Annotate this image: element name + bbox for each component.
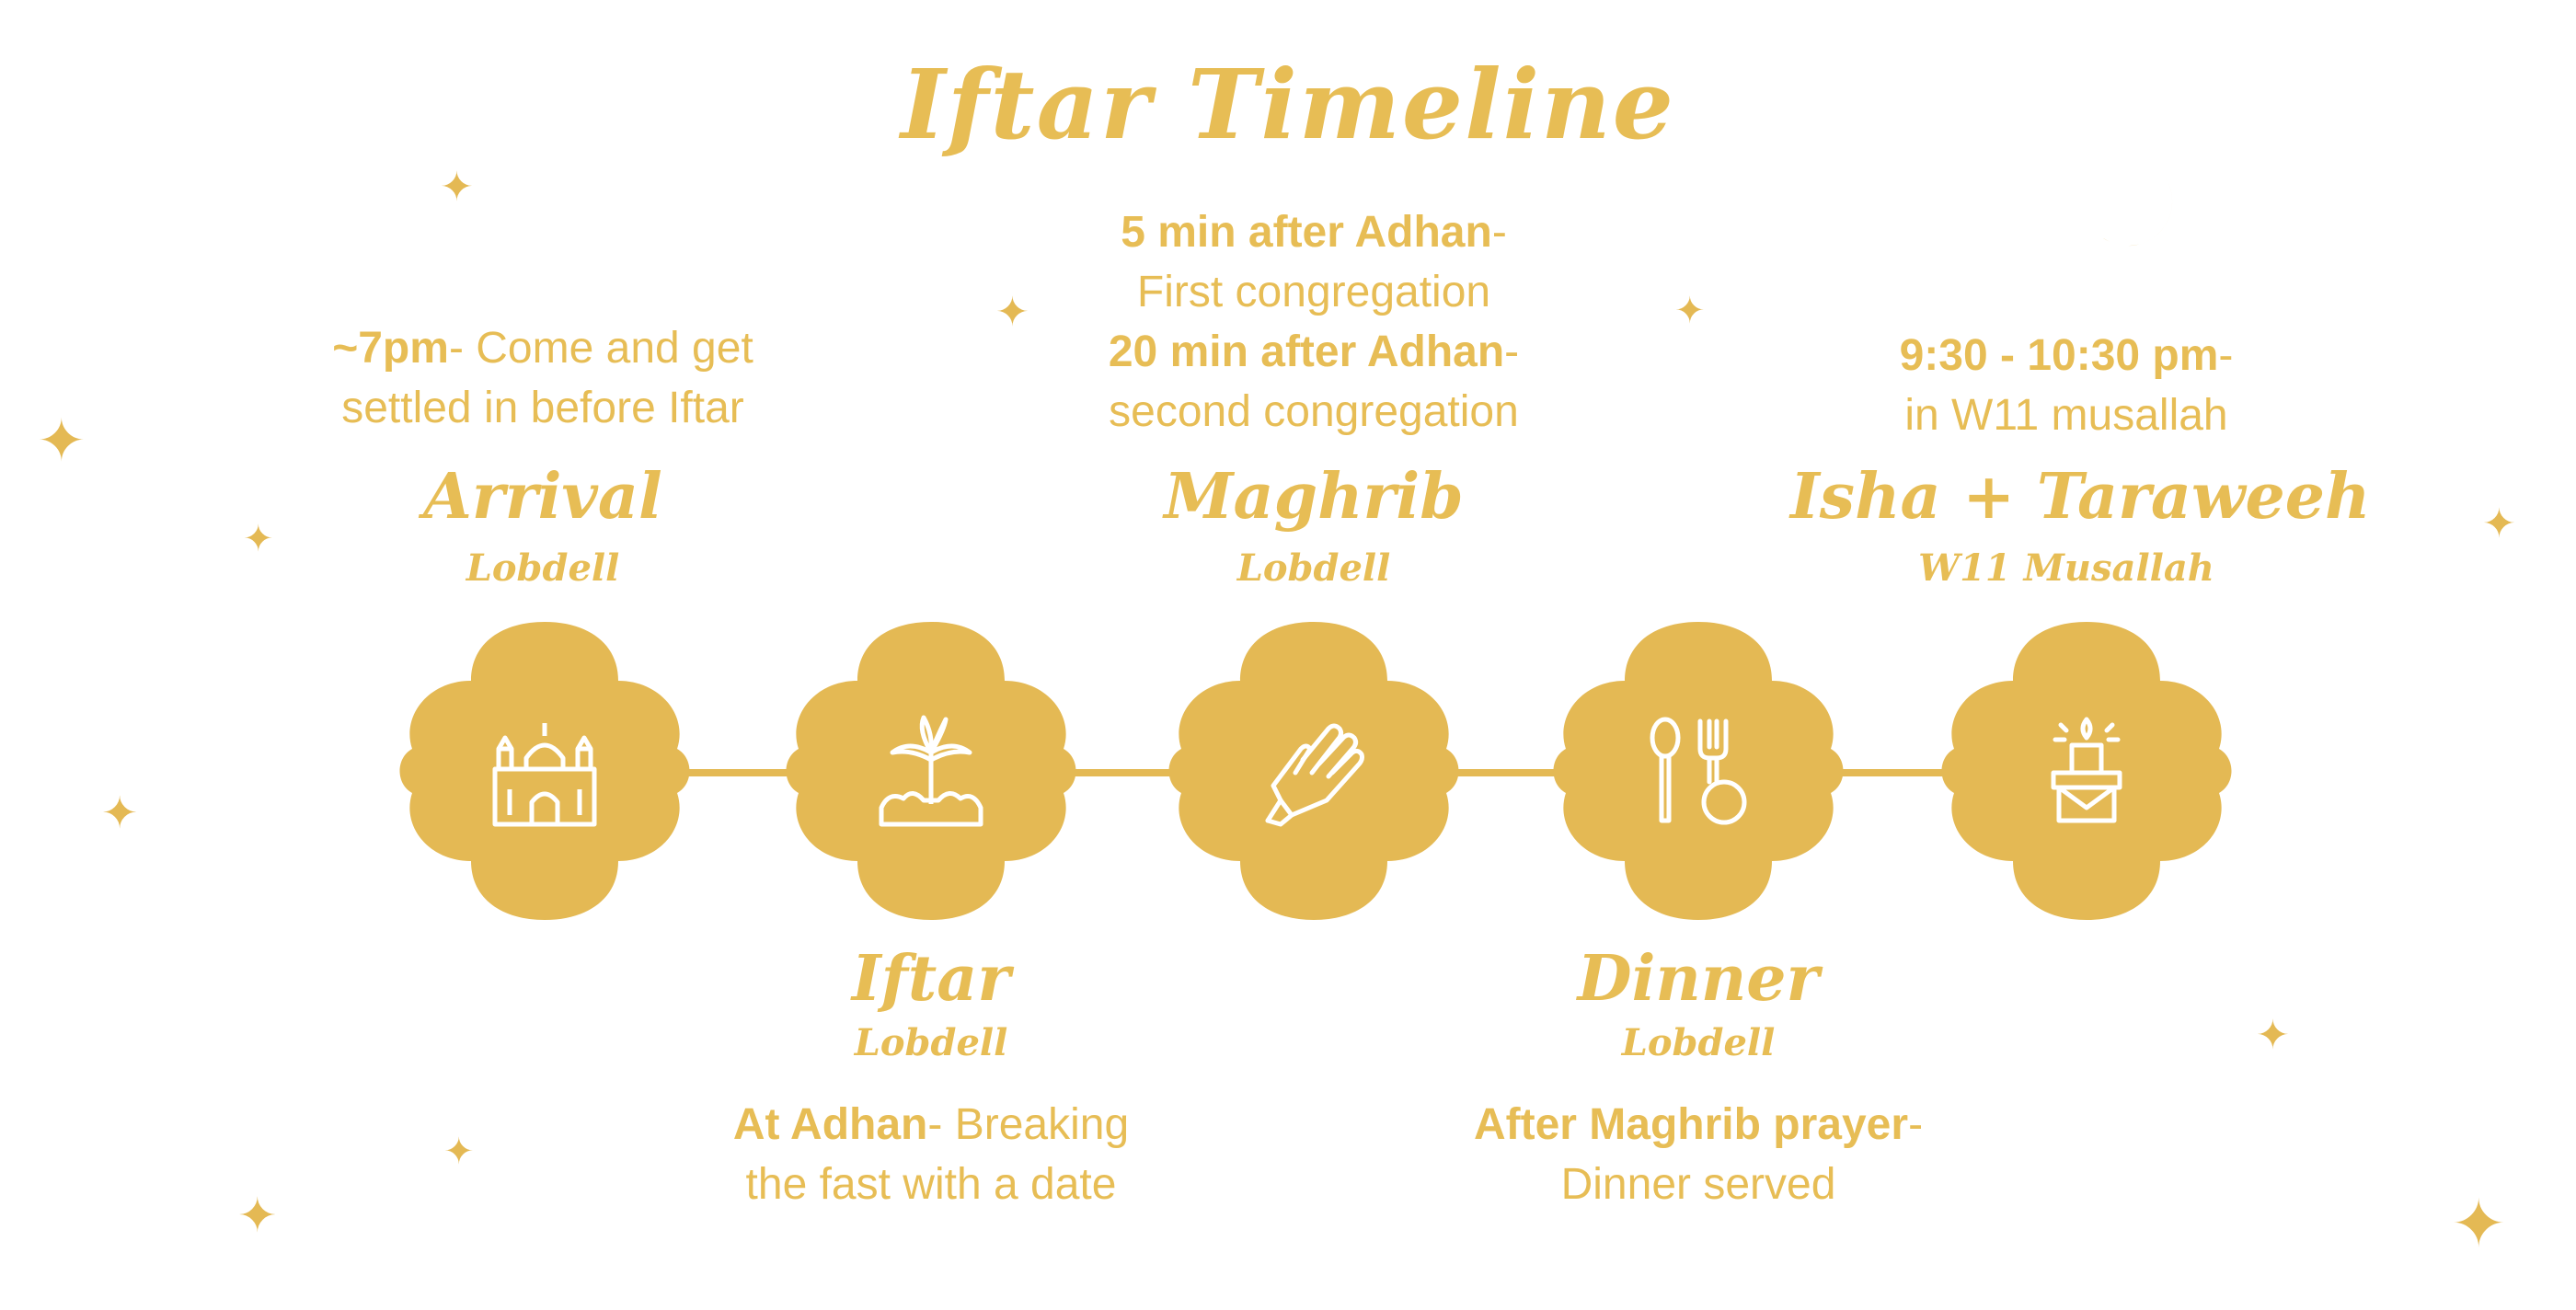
stage-location: W11 Musallah bbox=[1918, 546, 2214, 590]
sparkle-star-icon: ✦ bbox=[995, 289, 1029, 336]
desc-text: - Breaking bbox=[927, 1100, 1130, 1149]
sparkle-star-icon: ✦ bbox=[2482, 500, 2516, 547]
stage-name: Maghrib bbox=[1164, 460, 1464, 534]
stage-location: Lobdell bbox=[1621, 1021, 1776, 1064]
desc-bold: 5 min after Adhan bbox=[1121, 208, 1492, 257]
desc-text: - bbox=[1504, 328, 1520, 376]
sparkle-star-icon: ✦ bbox=[237, 1189, 278, 1244]
stage-name: Iftar bbox=[851, 942, 1011, 1016]
desc-text: settled in before Iftar bbox=[341, 384, 744, 432]
sparkle-star-icon: ✦ bbox=[443, 1131, 475, 1173]
sparkle-star-icon: ✦ bbox=[243, 518, 274, 560]
stage-description: 5 min after Adhan- First congregation 20… bbox=[946, 202, 1682, 442]
desc-text: the fast with a date bbox=[745, 1160, 1117, 1209]
page-title: Iftar Timeline bbox=[901, 48, 1675, 161]
stage-location: Lobdell bbox=[1236, 546, 1391, 590]
sparkle-star-icon: ✦ bbox=[2451, 1185, 2507, 1262]
sparkle-star-icon: ✦ bbox=[440, 164, 474, 211]
stage-description: At Adhan- Breaking the fast with a date bbox=[609, 1095, 1253, 1214]
mosque-icon bbox=[492, 723, 597, 827]
stage-node bbox=[388, 615, 701, 927]
stage-description: After Maghrib prayer- Dinner served bbox=[1330, 1095, 2066, 1214]
stage-description: 9:30 - 10:30 pm- in W11 musallah bbox=[1744, 326, 2388, 445]
desc-bold: ~7pm bbox=[332, 324, 449, 373]
desc-bold: 9:30 - 10:30 pm bbox=[1899, 331, 2219, 380]
stage-name: Arrival bbox=[423, 460, 662, 534]
stage-node bbox=[1157, 615, 1470, 927]
stage-description: ~7pm- Come and get settled in before Ift… bbox=[221, 318, 865, 438]
desc-bold: 20 min after Adhan bbox=[1108, 328, 1505, 376]
stage-node bbox=[1542, 615, 1855, 927]
sparkle-star-icon: ✦ bbox=[1674, 290, 1706, 332]
candle-icon bbox=[2051, 717, 2122, 823]
desc-text: - bbox=[1491, 208, 1507, 257]
sparkle-star-icon: ✦ bbox=[101, 787, 139, 839]
stage-location: Lobdell bbox=[466, 546, 620, 590]
desc-text: First congregation bbox=[1136, 268, 1491, 316]
desc-text: - Come and get bbox=[448, 324, 753, 373]
stage-name: Isha + Taraweeh bbox=[1790, 460, 2371, 534]
desc-text: second congregation bbox=[1109, 387, 1519, 436]
stage-node bbox=[775, 615, 1087, 927]
sparkle-star-icon: ✦ bbox=[37, 408, 86, 476]
desc-text: - bbox=[2218, 331, 2234, 380]
sparkle-star-icon: ✦ bbox=[2256, 1012, 2290, 1059]
desc-bold: At Adhan bbox=[732, 1100, 928, 1149]
desc-bold: After Maghrib prayer bbox=[1473, 1100, 1909, 1149]
praying-hands-icon bbox=[1265, 723, 1364, 827]
stage-location: Lobdell bbox=[854, 1021, 1008, 1064]
crescent-moon-icon bbox=[2096, 171, 2173, 247]
stage-node bbox=[1930, 615, 2243, 927]
date-palm-icon bbox=[879, 715, 983, 827]
stage-name: Dinner bbox=[1577, 942, 1820, 1016]
desc-text: in W11 musallah bbox=[1904, 391, 2228, 440]
desc-text: - bbox=[1908, 1100, 1924, 1149]
desc-text: Dinner served bbox=[1560, 1160, 1836, 1209]
spoon-fork-plate-icon bbox=[1650, 717, 1747, 825]
